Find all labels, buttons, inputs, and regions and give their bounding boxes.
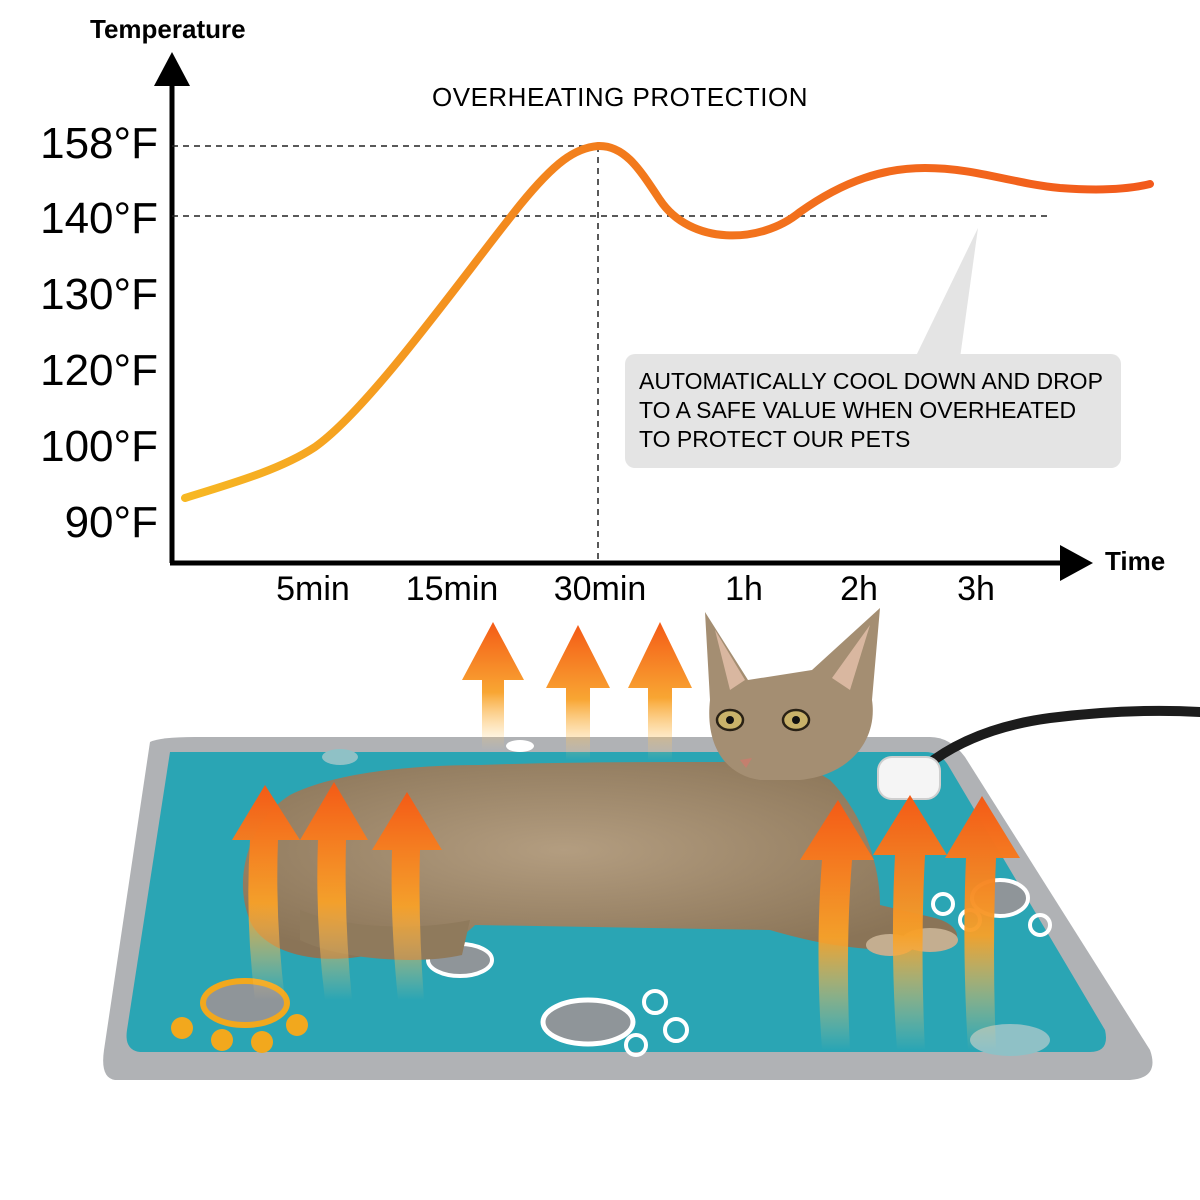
callout-box: [625, 354, 1121, 468]
y-tick-labels: 158°F 140°F 130°F 120°F 100°F 90°F: [40, 119, 158, 547]
heat-arrow-icon: [232, 785, 300, 1000]
x-tick-label-30min: 30min: [554, 570, 647, 608]
heat-arrow-icon: [800, 800, 874, 1050]
paw-print-icon: [540, 989, 689, 1057]
x-tick-label-2h: 2h: [840, 570, 878, 608]
heat-arrows: [232, 622, 1020, 1050]
chart-title: OVERHEATING PROTECTION: [432, 82, 808, 112]
heat-arrow-icon: [945, 796, 1020, 1050]
y-tick-label-120: 120°F: [40, 346, 158, 395]
heat-arrow-icon: [462, 622, 524, 750]
annotation-callout: AUTOMATICALLY COOL DOWN AND DROP TO A SA…: [625, 228, 1121, 468]
x-tick-label-15min: 15min: [406, 570, 499, 608]
x-axis-arrowhead: [1060, 545, 1093, 581]
temperature-curve: [181, 141, 1154, 502]
y-tick-label-158: 158°F: [40, 119, 158, 168]
heat-arrow-icon: [546, 625, 610, 760]
x-axis-label: Time: [1105, 546, 1165, 576]
y-tick-label-130: 130°F: [40, 270, 158, 319]
heat-arrow-icon: [300, 782, 368, 1000]
annotation-line-3: TO PROTECT OUR PETS: [639, 426, 910, 452]
power-cable: [905, 705, 1200, 785]
x-tick-label-5min: 5min: [276, 570, 350, 608]
cat-image: [242, 608, 958, 960]
x-tick-labels: 5min 15min 30min 1h 2h 3h: [276, 570, 995, 608]
y-tick-label-90: 90°F: [65, 498, 158, 547]
y-tick-label-140: 140°F: [40, 194, 158, 243]
controller-icon: [877, 756, 941, 800]
callout-pointer: [915, 228, 978, 358]
reference-lines: [172, 145, 1048, 563]
heat-arrow-icon: [372, 792, 442, 1000]
annotation-line-2: TO A SAFE VALUE WHEN OVERHEATED: [639, 397, 1076, 423]
annotation-line-1: AUTOMATICALLY COOL DOWN AND DROP: [639, 368, 1103, 394]
heat-arrow-icon: [628, 622, 692, 760]
y-axis-arrowhead: [154, 52, 190, 86]
axes: [154, 52, 1093, 581]
x-tick-label-1h: 1h: [725, 570, 763, 608]
heat-arrow-icon: [873, 795, 947, 1050]
x-tick-label-3h: 3h: [957, 570, 995, 608]
y-tick-label-100: 100°F: [40, 422, 158, 471]
y-axis-label: Temperature: [90, 14, 246, 44]
